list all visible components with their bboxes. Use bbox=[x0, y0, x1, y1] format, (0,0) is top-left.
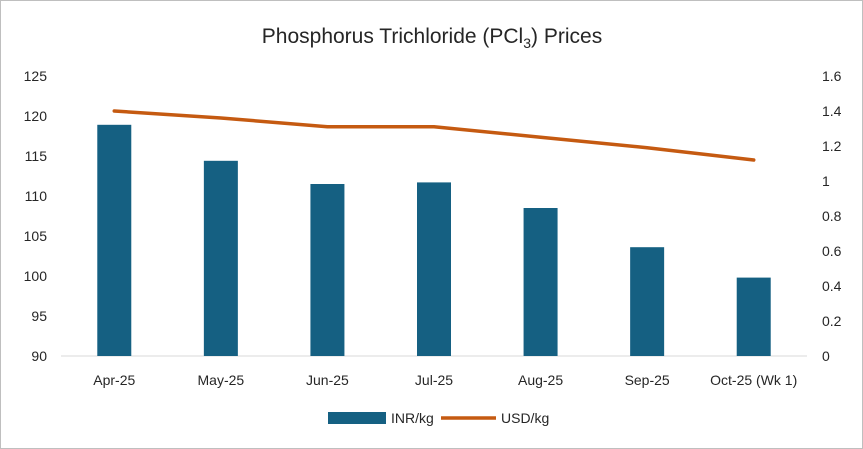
y-left-tick-label: 110 bbox=[25, 188, 48, 204]
line-point bbox=[539, 135, 543, 139]
bar bbox=[203, 160, 238, 356]
x-tick-label: Oct-25 (Wk 1) bbox=[710, 372, 797, 388]
x-axis: Apr-25 May-25 Jun-25 Jul-25 Aug-25 Sep-25 Oct-… bbox=[61, 355, 807, 388]
legend-swatch-inr bbox=[328, 412, 386, 424]
bar bbox=[736, 277, 771, 356]
bar-series bbox=[97, 124, 771, 356]
line-point bbox=[752, 158, 756, 162]
y-left-tick-label: 120 bbox=[24, 108, 48, 124]
line-point bbox=[645, 146, 649, 150]
y-axis-right: 0 0.2 0.4 0.6 0.8 1 1.2 1.4 1.6 bbox=[822, 68, 842, 364]
y-right-tick-label: 0 bbox=[822, 348, 830, 364]
x-tick-label: Sep-25 bbox=[625, 372, 670, 388]
line-point bbox=[325, 125, 329, 129]
y-right-tick-label: 0.4 bbox=[822, 278, 842, 294]
x-tick-label: Jun-25 bbox=[306, 372, 349, 388]
y-left-tick-label: 115 bbox=[25, 148, 48, 164]
y-right-tick-label: 0.8 bbox=[822, 208, 842, 224]
y-right-tick-label: 1 bbox=[822, 173, 830, 189]
y-left-tick-label: 90 bbox=[31, 348, 47, 364]
legend-label-inr: INR/kg bbox=[391, 410, 434, 426]
y-right-tick-label: 0.2 bbox=[822, 313, 842, 329]
bar bbox=[417, 182, 451, 356]
y-left-tick-label: 125 bbox=[24, 68, 48, 84]
y-left-tick-label: 105 bbox=[24, 228, 48, 244]
y-left-tick-label: 100 bbox=[24, 268, 48, 284]
line-point bbox=[219, 116, 223, 120]
x-tick-label: Aug-25 bbox=[518, 372, 563, 388]
y-right-tick-label: 1.2 bbox=[822, 138, 842, 154]
bar bbox=[630, 247, 665, 356]
chart-title: Phosphorus Trichloride (PCl3) Prices bbox=[262, 25, 602, 51]
line-series bbox=[112, 109, 756, 162]
line-point bbox=[432, 125, 436, 129]
y-right-tick-label: 1.4 bbox=[822, 103, 842, 119]
x-tick-label: Apr-25 bbox=[93, 372, 135, 388]
x-tick-label: May-25 bbox=[198, 372, 245, 388]
legend: INR/kg USD/kg bbox=[328, 410, 549, 426]
bar bbox=[97, 124, 132, 356]
bar bbox=[310, 184, 345, 356]
bar bbox=[523, 208, 558, 356]
y-left-tick-label: 95 bbox=[31, 308, 47, 324]
x-tick-label: Jul-25 bbox=[415, 372, 453, 388]
y-right-tick-label: 1.6 bbox=[822, 68, 842, 84]
y-axis-left: 90 95 100 105 110 115 120 125 bbox=[24, 68, 48, 364]
legend-label-usd: USD/kg bbox=[501, 410, 549, 426]
series-line-usd bbox=[112, 109, 756, 162]
y-right-tick-label: 0.6 bbox=[822, 243, 842, 259]
line-point bbox=[112, 109, 116, 113]
